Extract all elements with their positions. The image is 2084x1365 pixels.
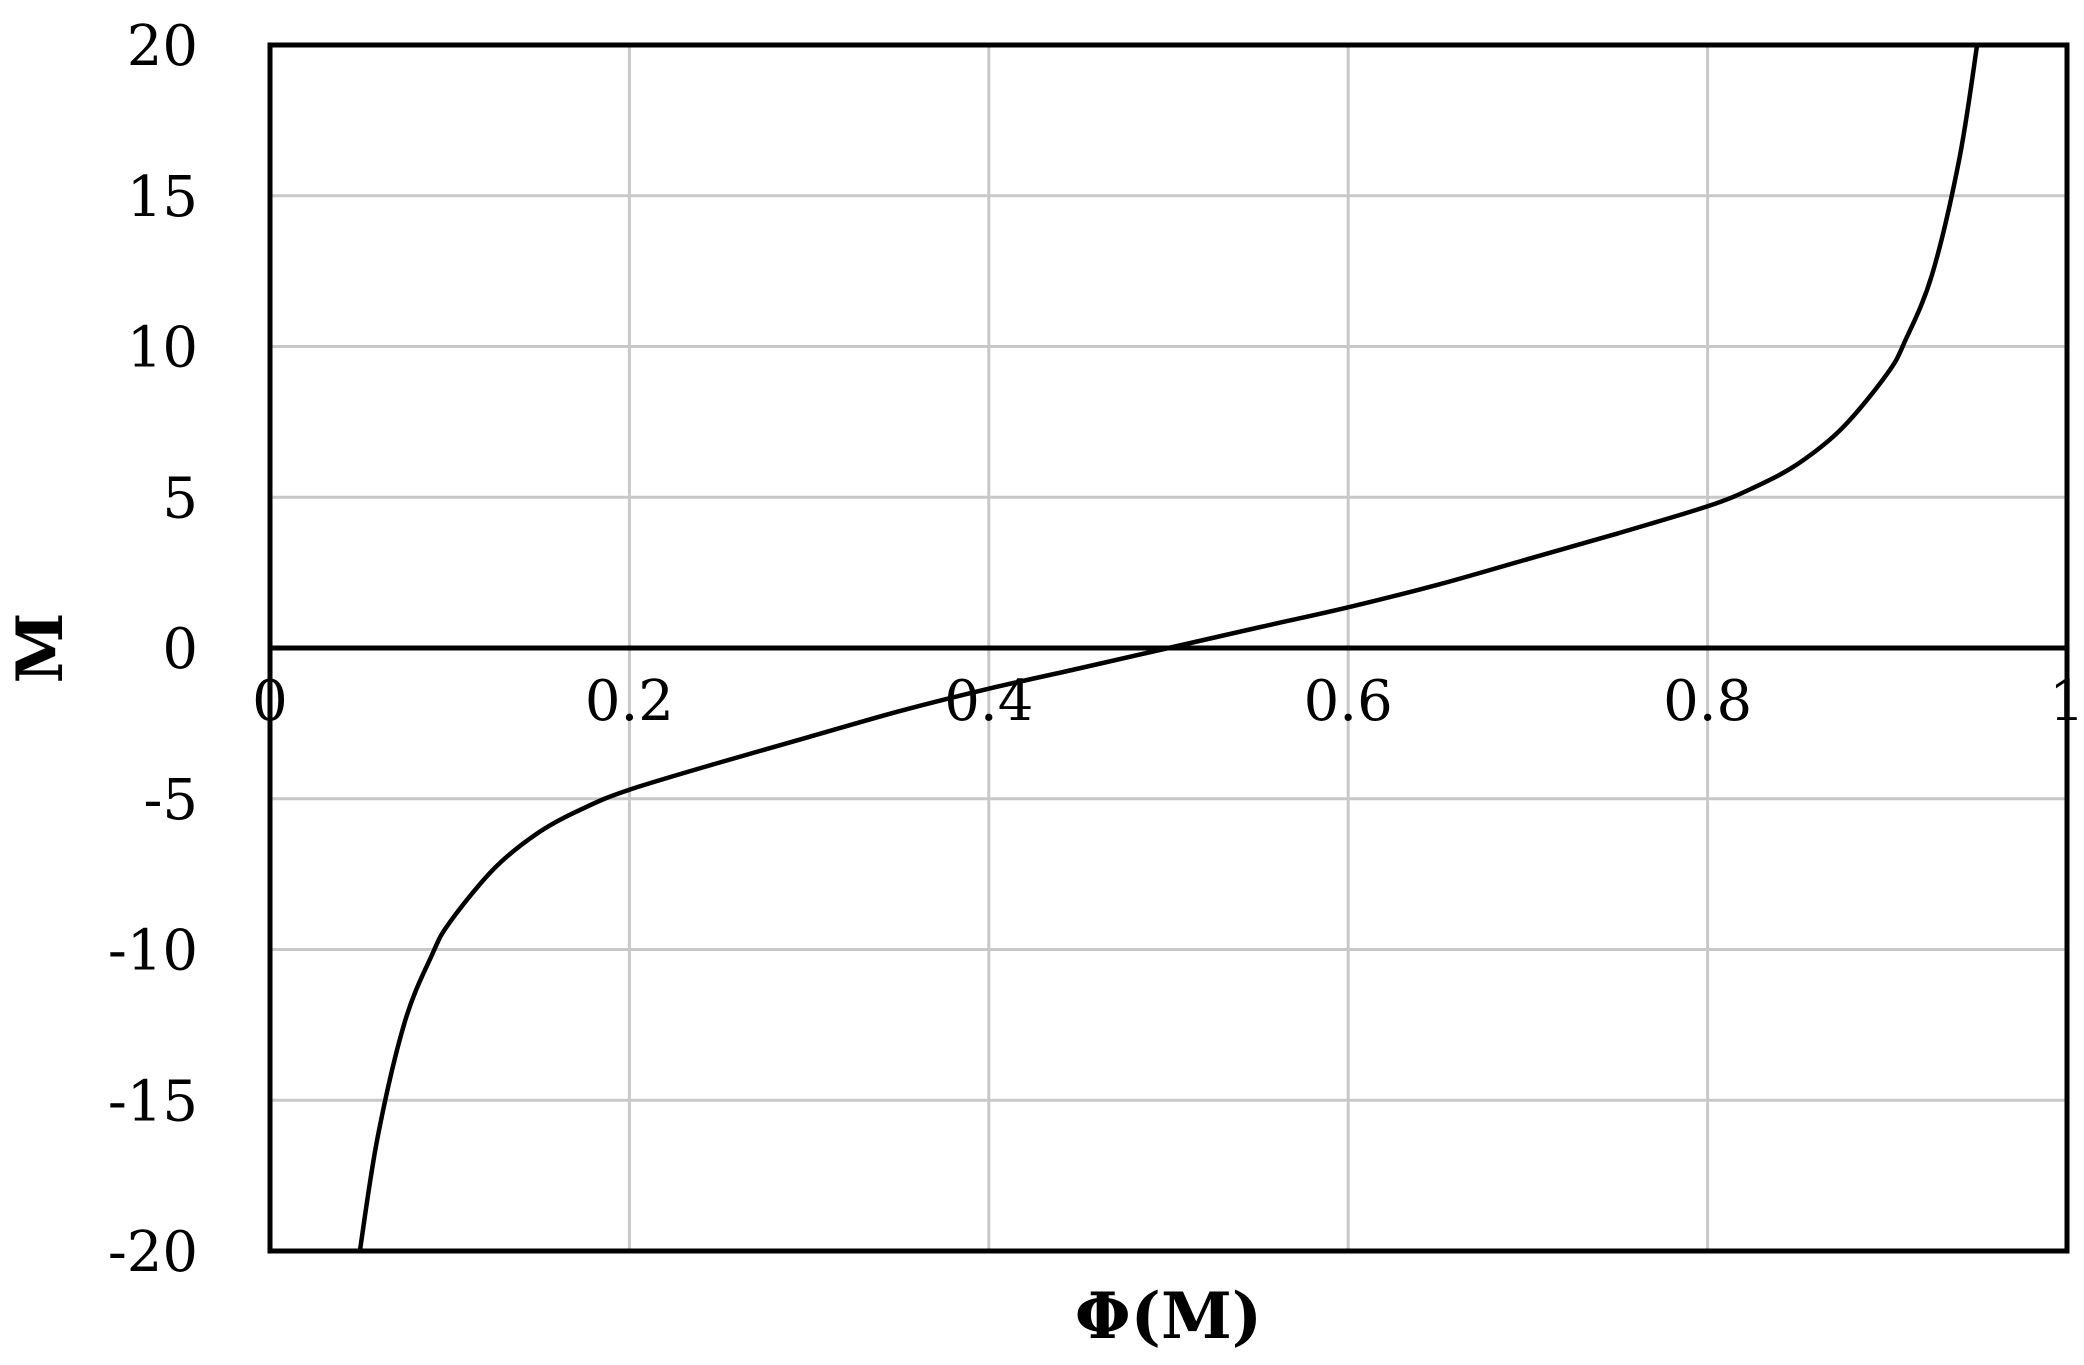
x-tick-label: 1 [2049,669,2084,734]
x-tick-label: 0.2 [585,669,674,734]
series-line [357,44,1980,1252]
y-tick-label: 20 [127,14,198,79]
y-tick-label: -10 [108,919,198,984]
y-tick-labels: -20 -15 -10 -5 0 5 10 15 20 [108,14,198,1285]
y-tick-label: 15 [127,165,198,230]
y-tick-label: 5 [162,466,198,531]
y-tick-label: -15 [108,1069,198,1134]
y-tick-label: -5 [143,768,198,833]
x-tick-labels: 0 0.2 0.4 0.6 0.8 1 [252,669,2084,734]
x-tick-label: 0 [252,669,288,734]
y-tick-label: 0 [162,617,198,682]
x-tick-label: 0.4 [944,669,1033,734]
y-tick-label: -20 [108,1220,198,1285]
y-axis-title: M [3,613,78,684]
x-tick-label: 0.8 [1663,669,1752,734]
y-tick-label: 10 [127,316,198,381]
plot-frame [267,42,2070,1254]
x-tick-label: 0.6 [1304,669,1393,734]
x-axis-title: Φ(M) [1075,1279,1262,1354]
